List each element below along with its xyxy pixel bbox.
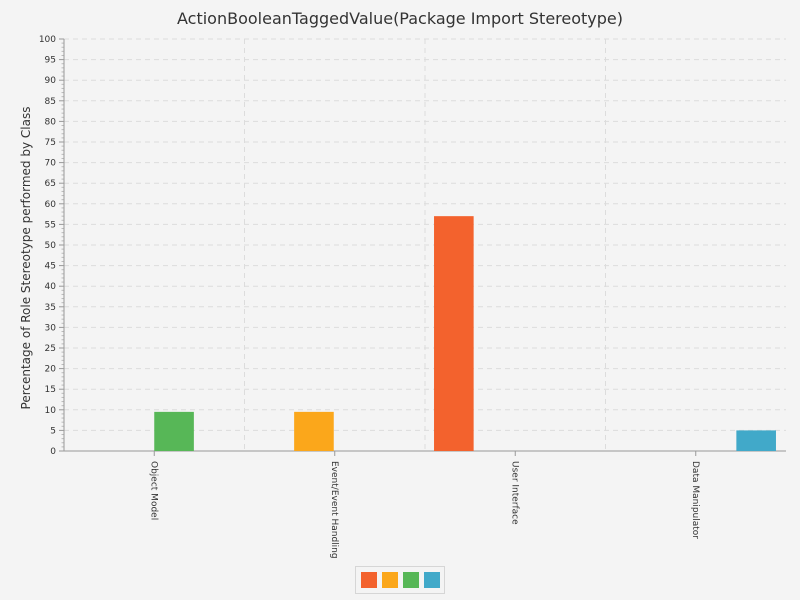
x-tick-label: User Interface <box>509 461 519 525</box>
y-axis: 0 5 10 15 20 25 30 35 40 45 50 55 60 65 70 75 80 85 90 95 10… <box>39 35 65 457</box>
x-axis: Object Model Event/Event Handling User Int… <box>64 450 786 559</box>
grid <box>64 38 786 451</box>
bar <box>154 411 194 451</box>
bar <box>294 411 334 451</box>
y-tick-label: 10 <box>45 406 57 416</box>
y-tick-label: 25 <box>45 344 56 354</box>
legend-swatch <box>423 572 440 588</box>
bar <box>434 216 474 451</box>
bars <box>154 216 776 451</box>
bar <box>736 430 776 451</box>
y-tick-label: 65 <box>45 179 56 189</box>
y-tick-label: 50 <box>45 241 57 251</box>
y-tick-label: 35 <box>45 303 56 313</box>
chart-title: ActionBooleanTaggedValue(Package Import … <box>177 9 623 28</box>
legend <box>355 566 445 594</box>
y-axis-label: Percentage of Role Stereotype performed … <box>19 107 33 410</box>
legend-swatch <box>381 572 398 588</box>
legend-swatch <box>360 572 377 588</box>
y-tick-label: 70 <box>45 159 57 169</box>
y-tick-label: 15 <box>45 385 56 395</box>
y-tick-label: 55 <box>45 220 56 230</box>
y-tick-label: 30 <box>45 323 57 333</box>
y-tick-label: 75 <box>45 138 56 148</box>
y-tick-label: 95 <box>45 56 56 66</box>
y-tick-label: 40 <box>45 282 57 292</box>
legend-swatch <box>402 572 419 588</box>
x-tick-label: Object Model <box>148 461 158 520</box>
y-tick-label: 5 <box>50 426 56 436</box>
y-tick-label: 60 <box>45 200 57 210</box>
x-tick-label: Data Manipulator <box>690 461 700 539</box>
y-tick-label: 20 <box>45 365 57 375</box>
y-tick-label: 100 <box>39 35 56 45</box>
y-tick-label: 85 <box>45 97 56 107</box>
y-tick-label: 80 <box>45 117 57 127</box>
x-tick-label: Event/Event Handling <box>329 461 339 559</box>
y-tick-label: 90 <box>45 76 57 86</box>
y-tick-label: 0 <box>50 447 56 457</box>
y-tick-label: 45 <box>45 262 56 272</box>
